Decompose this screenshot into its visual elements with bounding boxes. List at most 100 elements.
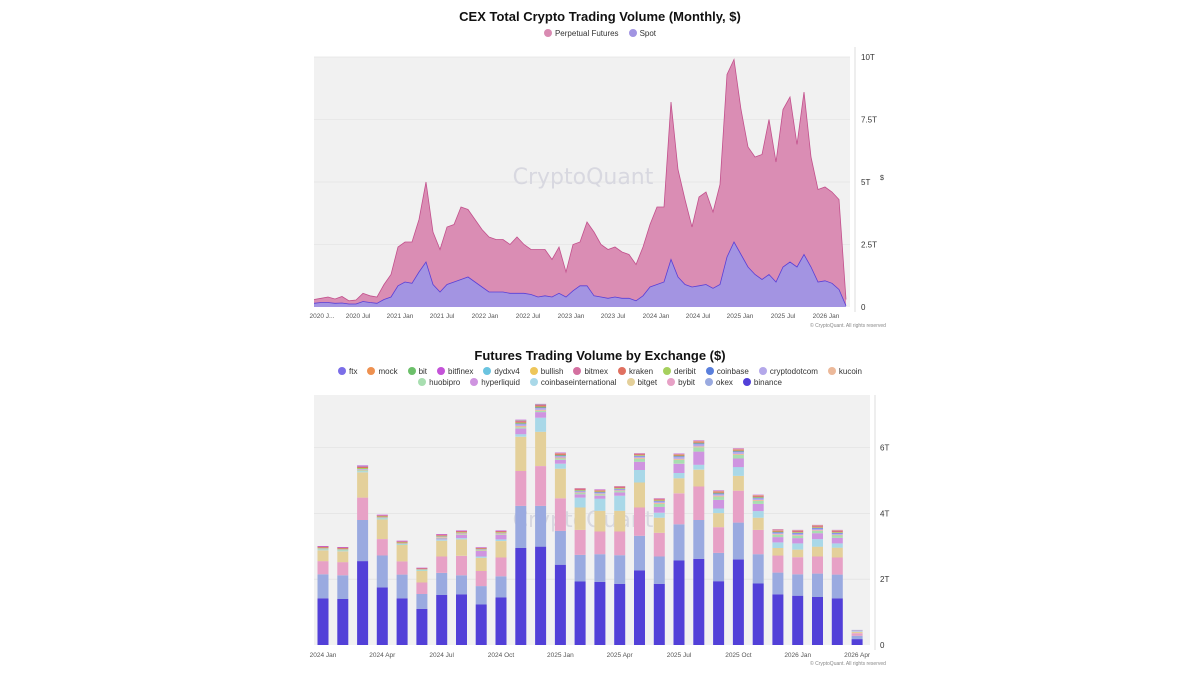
legend-item-coinbase[interactable]: coinbase <box>705 366 749 377</box>
legend-item-bit[interactable]: bit <box>407 366 427 377</box>
legend-dot-icon <box>628 29 637 37</box>
bar-hyperliquid-2024-dec <box>535 412 547 418</box>
bar-binance-2025-jun <box>653 583 665 645</box>
bar-kraken-2024-may <box>396 541 408 543</box>
legend-item-mock[interactable]: mock <box>367 366 398 377</box>
bar-cryptodotcom-2025-may <box>634 456 645 458</box>
bar-binance-2025-apr <box>614 583 626 645</box>
legend-item-bitfinex[interactable]: bitfinex <box>437 366 473 377</box>
bar-bitmex-2026-feb <box>812 525 823 527</box>
bar-bitget-2024-apr <box>376 519 388 539</box>
legend-item-deribit[interactable]: deribit <box>663 366 696 377</box>
bar-binance-2024-oct <box>495 597 507 645</box>
bar-bybit-2025-oct <box>732 490 744 523</box>
y-tick-label: 7.5T <box>861 116 877 125</box>
bar-bitfinex-2024-aug <box>456 530 467 531</box>
legend-item-huobipro[interactable]: huobipro <box>418 377 460 388</box>
bar-deribit-2024-feb <box>337 548 349 550</box>
bar-coinbase-2025-jul <box>673 456 685 457</box>
bar-coinbaseinternational-2025-jul <box>673 473 685 479</box>
legend-item-bitget[interactable]: bitget <box>626 377 657 388</box>
bar-bitfinex-2025-aug <box>693 440 705 441</box>
bar-bitfinex-2025-may <box>634 453 645 454</box>
bar-huobipro-2025-mar <box>594 494 606 496</box>
bar-bybit-2026-apr <box>851 633 863 636</box>
legend-item-cryptodotcom[interactable]: cryptodotcom <box>758 366 818 377</box>
bar-bullish-2025-jan <box>554 452 566 454</box>
legend-dot-icon <box>418 378 427 386</box>
bar-hyperliquid-2024-nov <box>515 428 527 435</box>
bar-bybit-2025-aug <box>693 486 705 520</box>
legend-item-kucoin[interactable]: kucoin <box>827 366 862 377</box>
bar-bybit-2025-sep <box>713 527 725 553</box>
legend-dot-icon <box>573 367 582 375</box>
legend-item-bitmex[interactable]: bitmex <box>573 366 608 377</box>
bar-bitget-2025-feb <box>574 507 586 530</box>
bar-binance-2025-dec <box>772 594 784 645</box>
legend-item-Spot[interactable]: Spot <box>628 28 656 39</box>
x-tick-label: 2023 Jan <box>558 313 585 320</box>
bar-huobipro-2024-aug <box>456 534 467 535</box>
chart2-copyright: © CryptoQuant. All rights reserved <box>810 661 886 667</box>
bar-bitget-2024-aug <box>456 539 467 556</box>
bar-bullish-2025-oct <box>732 448 744 450</box>
y-axis-label: $ <box>880 175 884 182</box>
bar-kraken-2025-apr <box>614 487 626 489</box>
bar-bitmex-2024-dec <box>535 404 547 406</box>
legend-dot-icon <box>667 378 676 386</box>
bar-kraken-2026-feb <box>812 526 823 528</box>
bar-kucoin-2024-dec <box>535 409 547 411</box>
legend-item-dydxv4[interactable]: dydxv4 <box>483 366 520 377</box>
bar-dydxv4-2024-dec <box>535 404 547 405</box>
bar-kraken-2024-apr <box>376 515 388 517</box>
legend-label: bitfinex <box>448 367 474 376</box>
bar-okex-2024-apr <box>376 555 388 588</box>
area-perpetual-futures <box>314 59 846 307</box>
legend-label: bullish <box>540 367 564 376</box>
x-tick-label: 2024 Oct <box>488 652 515 659</box>
bar-deribit-2025-jan <box>554 454 566 456</box>
legend-dot-icon <box>407 367 416 375</box>
bar-binance-2025-may <box>634 570 645 645</box>
bar-coinbaseinternational-2026-feb <box>812 539 823 547</box>
chart2-legend: ftx mock bit bitfinex dydxv4 bullish bitmex kra… <box>320 366 880 388</box>
legend-item-ftx[interactable]: ftx <box>338 366 357 377</box>
bar-huobipro-2024-apr <box>376 517 388 519</box>
bar-bitmex-2024-jan <box>317 546 329 547</box>
bar-kucoin-2024-nov <box>515 425 527 428</box>
bar-okex-2025-apr <box>614 555 626 584</box>
legend-item-bybit[interactable]: bybit <box>667 377 695 388</box>
legend-item-kraken[interactable]: kraken <box>618 366 653 377</box>
bar-cryptodotcom-2024-jan <box>317 548 329 549</box>
bar-bitfinex-2024-jul <box>436 534 448 535</box>
bar-huobipro-2024-dec <box>535 410 547 413</box>
legend-item-bullish[interactable]: bullish <box>529 366 564 377</box>
bar-bitfinex-2025-jan <box>554 452 566 454</box>
bar-bitmex-2024-mar <box>357 466 369 468</box>
legend-item-okex[interactable]: okex <box>705 377 733 388</box>
x-tick-label: 2020 Jul <box>346 313 371 320</box>
bar-kucoin-2024-jan <box>317 548 329 550</box>
bar-kraken-2025-oct <box>732 449 744 451</box>
bar-okex-2026-mar <box>831 574 843 599</box>
bar-hyperliquid-2026-jan <box>792 538 804 544</box>
bar-deribit-2024-nov <box>515 422 527 424</box>
bar-okex-2024-jun <box>416 594 428 609</box>
legend-item-binance[interactable]: binance <box>742 377 782 388</box>
legend-item-hyperliquid[interactable]: hyperliquid <box>470 377 520 388</box>
bar-coinbaseinternational-2024-nov <box>515 434 527 437</box>
bar-bitfinex-2024-sep <box>475 547 487 548</box>
bar-binance-2026-apr <box>851 639 863 645</box>
bar-hyperliquid-2025-jan <box>554 459 566 464</box>
bar-bybit-2025-feb <box>574 529 586 555</box>
bar-coinbaseinternational-2024-apr <box>376 518 388 520</box>
bar-kraken-2025-mar <box>594 490 606 492</box>
bar-bitmex-2024-aug <box>456 530 467 532</box>
legend-item-Perpetual Futures[interactable]: Perpetual Futures <box>543 28 619 39</box>
legend-item-coinbaseinternational[interactable]: coinbaseinternational <box>529 377 617 388</box>
x-tick-label: 2026 Jan <box>813 313 840 320</box>
bar-bitget-2024-feb <box>337 551 349 563</box>
bar-cryptodotcom-2024-mar <box>357 469 369 470</box>
bar-kucoin-2025-oct <box>732 453 744 455</box>
bar-bitfinex-2024-oct <box>495 530 507 531</box>
